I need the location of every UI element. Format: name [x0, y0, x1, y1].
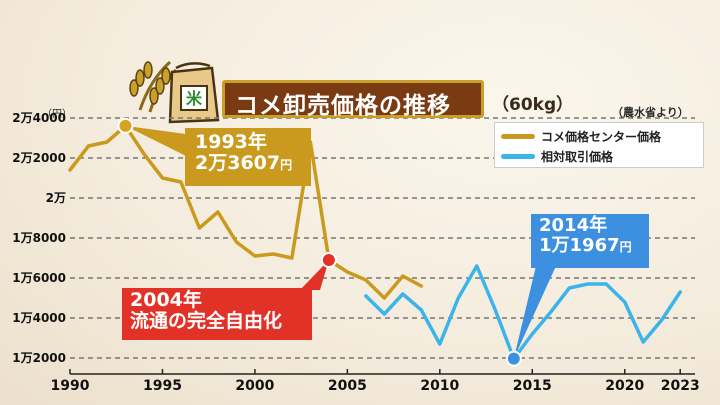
x-tick-label: 1995 — [143, 378, 182, 394]
y-tick-label: 2万4000 — [12, 111, 66, 125]
y-tick-label: 1万6000 — [12, 271, 66, 285]
callout-1993-unit: 円 — [280, 158, 293, 173]
title-bar: コメ卸売価格の推移 — [222, 80, 484, 119]
callout-2004-liberalization: 2004年 流通の完全自由化 — [122, 288, 312, 340]
x-tick-label: 2000 — [235, 378, 274, 394]
legend-label-relative-price: 相対取引価格 — [541, 149, 614, 164]
x-tick-label: 2005 — [328, 378, 367, 394]
legend: コメ価格センター価格 相対取引価格 — [494, 122, 704, 168]
marker-2014 — [505, 350, 522, 367]
marker-1993 — [117, 117, 134, 134]
rice-bag-icon: 米 — [168, 62, 220, 124]
chart-title: コメ卸売価格の推移 — [235, 93, 451, 119]
rice-stalk-icon — [129, 60, 177, 113]
callout-1993-peak: 1993年 2万3607円 — [185, 128, 311, 186]
callout-2014-unit: 円 — [619, 240, 632, 255]
callout-1993-pointer — [125, 125, 186, 156]
series-line-relative-price — [364, 264, 682, 361]
y-tick-label: 1万8000 — [12, 231, 66, 245]
x-tick-label: 1990 — [51, 378, 90, 394]
y-tick-label: 1万4000 — [12, 311, 66, 325]
legend-swatch-center-price — [501, 133, 535, 139]
callout-2014-year: 2014年 — [539, 215, 608, 236]
y-tick-label: 1万2000 — [12, 351, 66, 365]
y-axis-unit: （円） — [42, 109, 72, 120]
legend-item-center-price: コメ価格センター価格 — [501, 127, 661, 145]
marker-2004 — [320, 252, 337, 268]
annotation-markers — [117, 117, 522, 367]
callout-1993-year: 1993年 — [195, 131, 267, 153]
callout-2004-year: 2004年 — [130, 289, 202, 311]
callout-connectors — [125, 125, 556, 359]
callout-2014-value: 1万1967 — [539, 235, 620, 257]
axes: 2万4000 2万2000 2万 1万8000 1万6000 1万4000 1万2000 19… — [12, 111, 699, 394]
callout-2004-text: 流通の完全自由化 — [130, 310, 283, 333]
x-tick-label: 2023 — [661, 378, 700, 394]
callout-2014-pointer — [513, 266, 556, 359]
legend-item-relative-price: 相対取引価格 — [501, 147, 613, 165]
rice-illustration: 米 — [129, 60, 220, 124]
rice-bag-label: 米 — [186, 89, 203, 108]
chart-subtitle: （60kg） — [492, 95, 574, 115]
x-tick-label: 2015 — [513, 378, 552, 394]
x-tick-label: 2020 — [605, 378, 644, 394]
legend-label-center-price: コメ価格センター価格 — [541, 129, 662, 144]
callout-2014-low: 2014年 1万1967円 — [531, 214, 649, 268]
x-tick-label: 2010 — [420, 378, 459, 394]
source-note: （農水省より） — [612, 106, 689, 119]
y-tick-label: 2万2000 — [12, 151, 66, 165]
callout-2004-pointer — [300, 260, 329, 290]
y-tick-label: 2万 — [46, 191, 66, 205]
legend-swatch-relative-price — [501, 153, 535, 159]
callout-1993-value: 2万3607 — [195, 152, 281, 175]
